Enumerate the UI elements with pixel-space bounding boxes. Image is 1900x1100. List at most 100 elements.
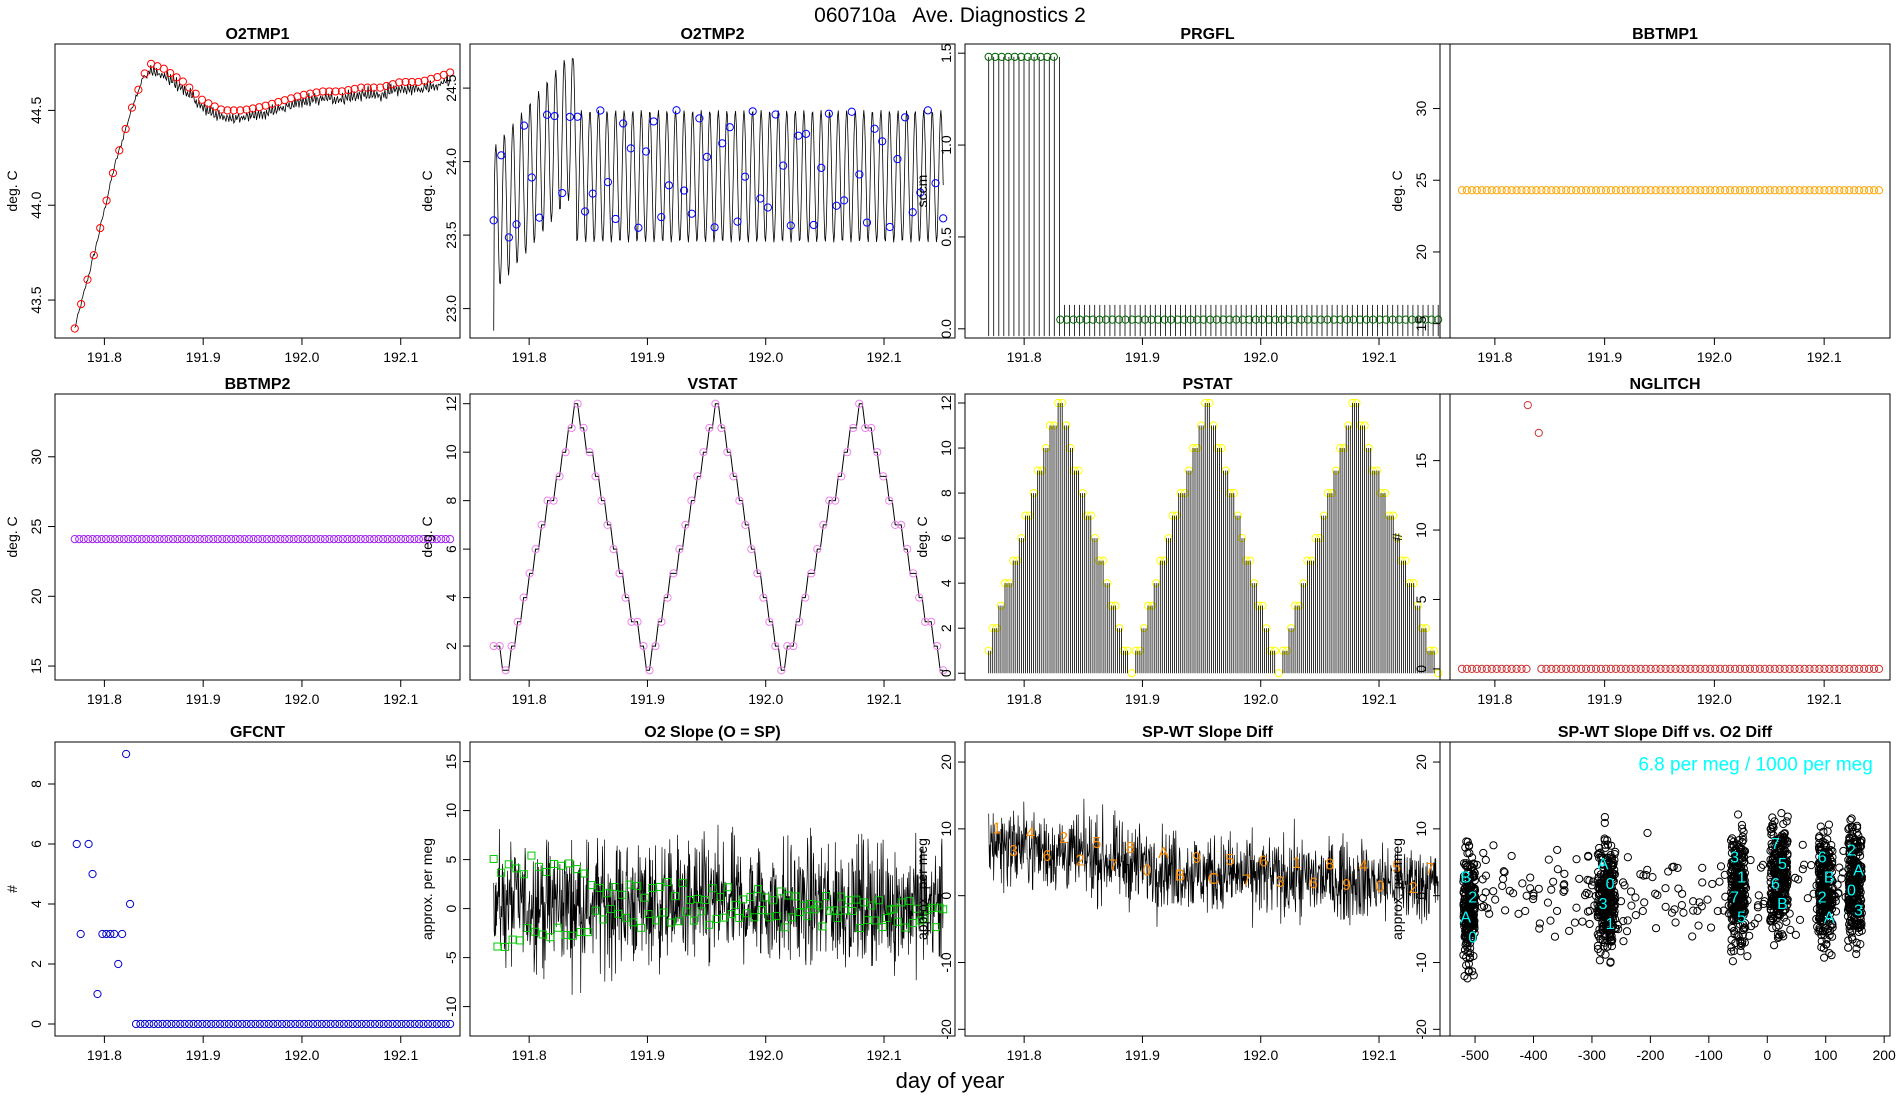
data-point [1676,664,1685,673]
scatter-point [1603,915,1612,924]
point-label: 2 [1468,889,1477,906]
data-point [1676,186,1685,195]
data-point [392,534,401,544]
scatter-point [1695,898,1704,907]
scatter-point [1778,836,1787,846]
panel-title: O2TMP1 [225,26,289,43]
x-axis-label: day of year [895,1068,1005,1093]
data-point [216,105,226,114]
x-tick-label: 191.9 [630,1047,665,1063]
data-point [697,907,706,916]
y-tick-label: 15 [1413,316,1429,332]
point-label: 0 [1142,862,1151,879]
scatter-point [1736,872,1746,881]
data-point [229,106,238,115]
data-point [542,110,552,119]
scatter-point [1514,909,1523,918]
scatter-point [1651,889,1660,898]
data-point [603,178,613,187]
scatter-point [1719,906,1728,915]
data-point [645,666,654,675]
scatter-point [1470,924,1479,933]
data-point [75,534,84,544]
data-point [1572,186,1581,195]
data-point [1297,315,1306,324]
data-point [1219,315,1228,324]
scatter-point [1831,907,1841,916]
data-point [621,593,630,602]
data-point [599,915,608,924]
data-point [1815,186,1824,195]
data-point [1820,664,1829,673]
data-point [832,201,841,210]
data-point [343,534,352,544]
data-point [401,77,410,87]
data-point [1512,664,1521,673]
data-point [1860,186,1869,195]
scatter-point [1729,946,1738,956]
scatter-point [1501,906,1510,915]
data-point [291,1019,300,1029]
data-point [771,110,780,119]
scatter-point [1619,937,1628,946]
scatter-point [1773,909,1783,918]
scatter-point [1844,839,1853,848]
data-point [294,534,303,544]
data-point [1517,186,1526,195]
data-point [72,839,81,849]
data-point [77,299,86,309]
scatter-point [1853,845,1862,854]
data-point [748,107,757,116]
series-line [988,56,1439,337]
scatter-point [1815,888,1824,898]
data-point [306,89,315,98]
data-point [1010,52,1019,61]
scatter-point [1857,926,1866,935]
y-tick-label: 20 [1413,244,1429,260]
data-point [1121,315,1130,324]
point-label: 3 [1009,843,1018,860]
data-point [633,882,642,891]
x-tick-label: 191.8 [1007,1047,1042,1063]
data-point [83,275,92,284]
y-tick-label: 12 [938,395,954,411]
data-point [878,137,887,146]
data-point [1845,186,1854,195]
scatter-point [1794,875,1803,884]
data-point [1795,186,1804,195]
data-point [1069,315,1078,324]
data-point [1671,664,1680,673]
scatter-point [1601,904,1610,913]
data-point [366,1019,375,1029]
x-tick-label: 192.1 [383,1047,418,1063]
data-point [879,472,888,481]
scatter-point [1549,877,1558,886]
data-point [649,117,658,126]
data-point [1716,664,1725,673]
data-point [1611,664,1620,673]
y-tick-label: 10 [443,803,459,819]
scatter-point [1849,921,1858,930]
scatter-point [1627,901,1636,910]
data-point [750,913,759,922]
data-point [1711,664,1720,673]
data-point [1581,664,1591,673]
data-point [931,923,940,932]
scatter-point [1459,872,1469,881]
scatter-point [1543,898,1553,907]
data-point [1606,664,1616,673]
scatter-point [1768,822,1777,831]
data-point [939,666,948,675]
data-point [264,1019,273,1029]
data-point [543,496,552,505]
scatter-point [1721,892,1730,901]
x-tick-label: 191.8 [87,1047,122,1063]
scatter-point [1737,820,1747,830]
data-point [754,885,763,894]
plot-frame [964,741,1451,1037]
data-point [1421,315,1430,324]
scatter-point [1827,841,1836,850]
scatter-point [1824,820,1834,829]
plot-frame [54,741,461,1037]
data-point [115,534,124,544]
